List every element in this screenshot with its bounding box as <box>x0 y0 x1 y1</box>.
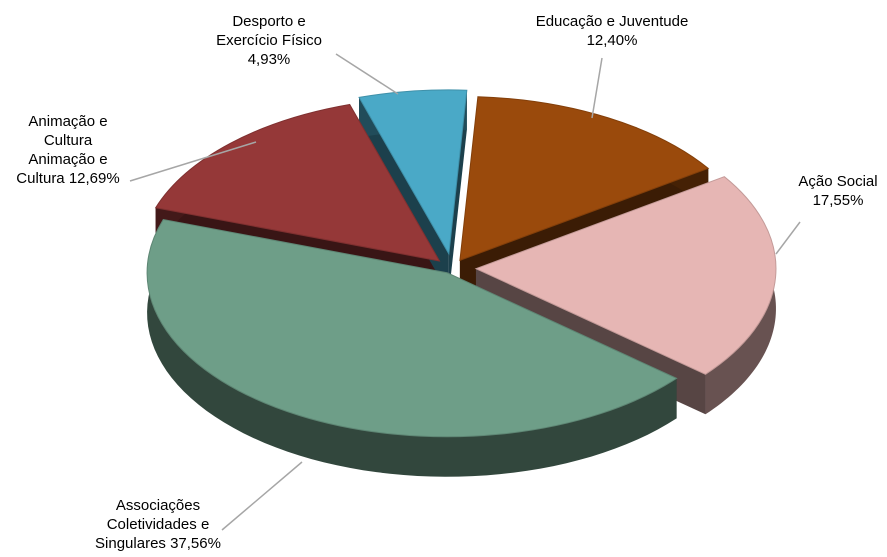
data-label-line: Animação e <box>28 113 107 130</box>
data-label-line: Educação e Juventude <box>536 13 689 30</box>
leader-line <box>335 53 399 95</box>
data-label-line: Desporto e <box>232 13 305 30</box>
pie-slice-anima-o-e-cultura <box>154 103 441 262</box>
data-label-line: 12,40% <box>587 32 638 49</box>
data-labels: Educação e Juventude 12,40% Ação Social 17,… <box>16 13 877 552</box>
data-label-line: Animação e <box>28 151 107 168</box>
leader-line <box>591 57 603 119</box>
pie-slice-desporto-e-exerc-cio-f-sico <box>358 89 468 256</box>
data-label-line: 17,55% <box>813 192 864 209</box>
data-label: Animação e Cultura Animação e Cultura 12,69… <box>16 113 119 187</box>
data-label: Desporto e Exercício Físico 4,93% <box>216 13 322 68</box>
pie-slice-educa-o-e-juventude <box>459 96 710 262</box>
data-label-line: Coletividades e <box>107 516 210 533</box>
leader-lines <box>129 53 801 531</box>
data-label-line: Ação Social <box>798 173 877 190</box>
leader-line <box>221 461 303 531</box>
data-label-line: Cultura 12,69% <box>16 170 119 187</box>
data-label-line: Cultura <box>44 132 93 149</box>
pie-slice-associa-es-coletividades-e-singulares <box>146 219 678 438</box>
slice-outer-wall <box>147 219 677 477</box>
data-label-line: Associações <box>116 497 200 514</box>
data-label: Educação e Juventude 12,40% <box>536 13 689 49</box>
slice-side-face <box>448 90 467 294</box>
pie-slice-a-o-social <box>474 176 777 375</box>
data-label-line: Singulares 37,56% <box>95 535 221 552</box>
data-label-line: Exercício Físico <box>216 32 322 49</box>
slice-tops <box>146 89 777 438</box>
leader-line <box>775 221 801 255</box>
leader-line <box>129 141 257 182</box>
data-label: Associações Coletividades e Singulares 37,… <box>95 497 221 552</box>
data-label: Ação Social 17,55% <box>798 173 877 209</box>
data-label-line: 4,93% <box>248 51 291 68</box>
